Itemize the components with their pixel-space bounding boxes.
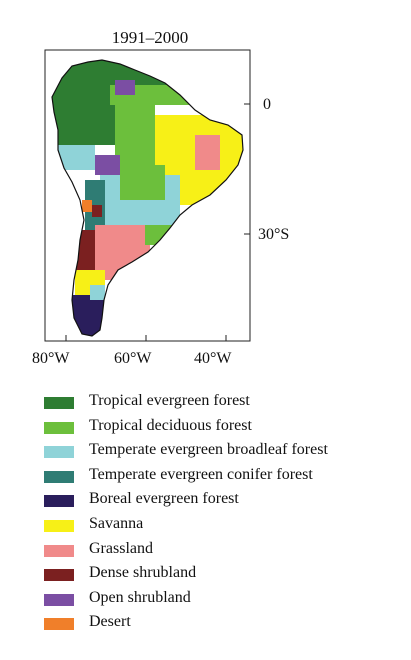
legend-label: Grassland — [89, 539, 153, 557]
region-broadleaf-patagonia — [90, 285, 105, 300]
legend-label: Dense shrubland — [89, 564, 197, 582]
legend-swatch — [44, 593, 74, 606]
legend-label: Tropical evergreen forest — [89, 392, 250, 409]
axis-ticks — [65, 103, 250, 341]
region-grassland-east — [195, 135, 220, 170]
legend-label: Tropical deciduous forest — [89, 416, 252, 434]
region-amazon-west — [52, 105, 115, 145]
lon-label-80w: 80°W — [32, 350, 70, 367]
map-title: 1991–2000 — [111, 28, 189, 47]
legend-label: Temperate evergreen broadleaf forest — [89, 441, 328, 459]
legend-label: Savanna — [89, 514, 144, 532]
region-desert — [82, 200, 92, 212]
vegetation-map — [44, 49, 251, 342]
region-dense-shrubland-south — [75, 230, 95, 270]
legend-label: Temperate evergreen conifer forest — [89, 465, 313, 483]
map-frame — [44, 49, 251, 342]
legend-swatch — [44, 421, 74, 434]
vegetation-cells — [52, 60, 243, 336]
legend-swatch — [44, 544, 74, 557]
legend-swatch — [44, 470, 74, 483]
continent-outline — [51, 59, 244, 337]
region-deciduous-central — [120, 165, 165, 200]
legend-label: Desert — [89, 613, 131, 631]
lon-label-40w: 40°W — [194, 350, 232, 367]
lon-label-60w: 60°W — [114, 350, 152, 367]
legend-swatch — [44, 446, 74, 459]
legend-label: Open shrubland — [89, 588, 191, 606]
lat-label-0: 0 — [263, 96, 271, 113]
region-andes-broadleaf — [52, 145, 95, 170]
legend-swatch — [44, 397, 74, 409]
legend-swatch — [44, 618, 74, 631]
legend-swatch — [44, 569, 74, 582]
legend-swatch — [44, 519, 74, 532]
legend-label: Boreal evergreen forest — [89, 490, 239, 508]
lat-label-30s: 30°S — [258, 226, 290, 243]
region-open-shrubland-north — [115, 80, 135, 95]
region-amazon-south — [115, 105, 155, 165]
region-dense-shrubland — [92, 205, 102, 217]
legend-swatch — [44, 495, 74, 508]
region-open-shrubland-andes — [95, 155, 120, 175]
